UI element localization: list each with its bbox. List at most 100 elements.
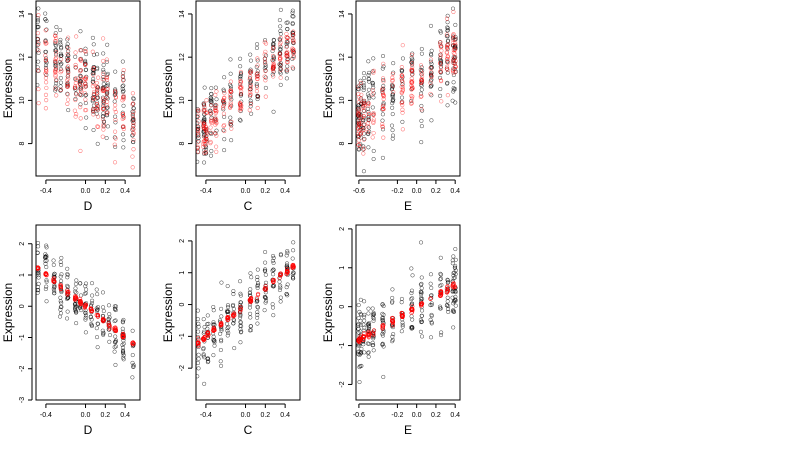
red-point [451, 32, 456, 37]
black-point [381, 344, 386, 349]
black-point [380, 341, 385, 346]
red-point [438, 40, 443, 45]
black-point [357, 309, 362, 314]
red-point [381, 135, 386, 140]
red-point [65, 101, 70, 106]
red-point [370, 135, 375, 140]
x-tick-label: 0.4 [120, 188, 130, 195]
red-point [278, 75, 283, 80]
red-point [380, 324, 386, 329]
black-point [120, 89, 125, 94]
black-point [196, 317, 200, 322]
red-point [263, 68, 268, 74]
red-point [36, 87, 41, 92]
red-point [131, 137, 136, 143]
black-point [445, 28, 450, 33]
black-point [371, 331, 376, 336]
black-point [121, 103, 126, 108]
y-tick-label: 1 [339, 266, 346, 270]
black-point [52, 289, 57, 294]
red-point [58, 284, 63, 289]
red-point [78, 48, 83, 53]
black-point [238, 109, 243, 114]
red-point [74, 75, 79, 81]
red-point [219, 322, 224, 328]
red-point [201, 102, 207, 107]
red-point [356, 129, 361, 134]
black-point [58, 59, 63, 65]
red-point [90, 84, 95, 89]
black-point [270, 42, 276, 47]
black-point [419, 281, 424, 286]
black-point [263, 260, 268, 265]
red-point [278, 67, 283, 72]
black-point [36, 82, 40, 88]
red-point [291, 264, 296, 269]
black-point [211, 320, 216, 325]
red-point [271, 74, 276, 79]
black-point [238, 118, 243, 123]
black-point [438, 271, 443, 276]
x-tick-label: 0.0 [241, 412, 251, 419]
black-point [58, 299, 63, 304]
black-point [231, 306, 236, 311]
black-point [451, 80, 456, 85]
black-point [54, 25, 59, 30]
red-point [278, 36, 283, 41]
red-point [400, 127, 405, 132]
scatter-panel-6: -0.6 -0.2 0.0 0.2 0.4 E -2 -1 0 1 2 Expression [321, 224, 461, 437]
red-point [263, 78, 268, 83]
red-point [95, 114, 101, 119]
red-point [238, 307, 243, 312]
black-point [213, 85, 218, 90]
black-point [226, 324, 231, 330]
red-point [36, 42, 41, 47]
black-point [113, 307, 118, 312]
black-point [101, 309, 106, 314]
y-tick-label: 1 [179, 271, 186, 275]
red-point [362, 103, 367, 108]
black-point [362, 325, 367, 330]
black-point [101, 111, 106, 116]
black-point [53, 88, 58, 93]
black-point [83, 126, 88, 131]
red-point [53, 38, 58, 44]
black-point [219, 306, 224, 311]
black-point [212, 343, 217, 348]
red-point [291, 38, 296, 43]
red-point [101, 317, 106, 322]
red-point [228, 95, 233, 100]
x-tick-label: -0.4 [40, 412, 52, 419]
black-point [399, 69, 404, 74]
black-point [83, 93, 88, 98]
red-point [202, 105, 207, 110]
red-point [356, 121, 361, 126]
y-tick-label: -2 [19, 366, 26, 372]
black-point [419, 286, 424, 291]
red-point [79, 58, 84, 63]
red-point [121, 124, 126, 129]
black-point [219, 337, 224, 342]
black-point [205, 322, 210, 327]
black-point [380, 311, 385, 316]
black-point [285, 20, 290, 25]
black-point [113, 92, 118, 97]
red-point [101, 122, 106, 127]
red-point [380, 124, 385, 130]
red-point [66, 70, 71, 75]
red-point [419, 69, 424, 74]
black-point [291, 270, 296, 275]
black-point [370, 340, 375, 345]
black-point [390, 136, 395, 141]
black-point [450, 258, 455, 263]
red-point [356, 142, 361, 147]
black-point [238, 291, 243, 296]
black-point [222, 114, 227, 119]
x-tick-label: 0.2 [100, 412, 110, 419]
black-point [105, 83, 110, 88]
black-point [371, 348, 376, 353]
red-point [201, 109, 206, 114]
black-point [445, 25, 450, 30]
x-tick-label: -0.6 [353, 188, 365, 195]
